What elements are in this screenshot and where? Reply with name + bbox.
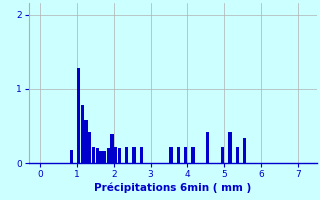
Bar (191, 147, 195, 163)
Bar (95, 148, 99, 163)
Bar (125, 147, 128, 163)
Bar (177, 147, 180, 163)
Bar (103, 151, 106, 163)
Bar (206, 132, 209, 163)
Bar (77, 68, 80, 163)
Bar (107, 148, 110, 163)
Bar (243, 138, 246, 163)
Bar (92, 147, 95, 163)
Bar (221, 147, 224, 163)
Bar (140, 147, 143, 163)
Bar (132, 147, 136, 163)
Bar (110, 134, 114, 163)
X-axis label: Précipitations 6min ( mm ): Précipitations 6min ( mm ) (94, 182, 252, 193)
Bar (84, 120, 88, 163)
Bar (114, 147, 117, 163)
Bar (184, 147, 187, 163)
Bar (88, 132, 92, 163)
Bar (81, 105, 84, 163)
Bar (118, 148, 121, 163)
Bar (236, 147, 239, 163)
Bar (228, 132, 232, 163)
Bar (70, 150, 73, 163)
Bar (169, 147, 172, 163)
Bar (99, 151, 102, 163)
